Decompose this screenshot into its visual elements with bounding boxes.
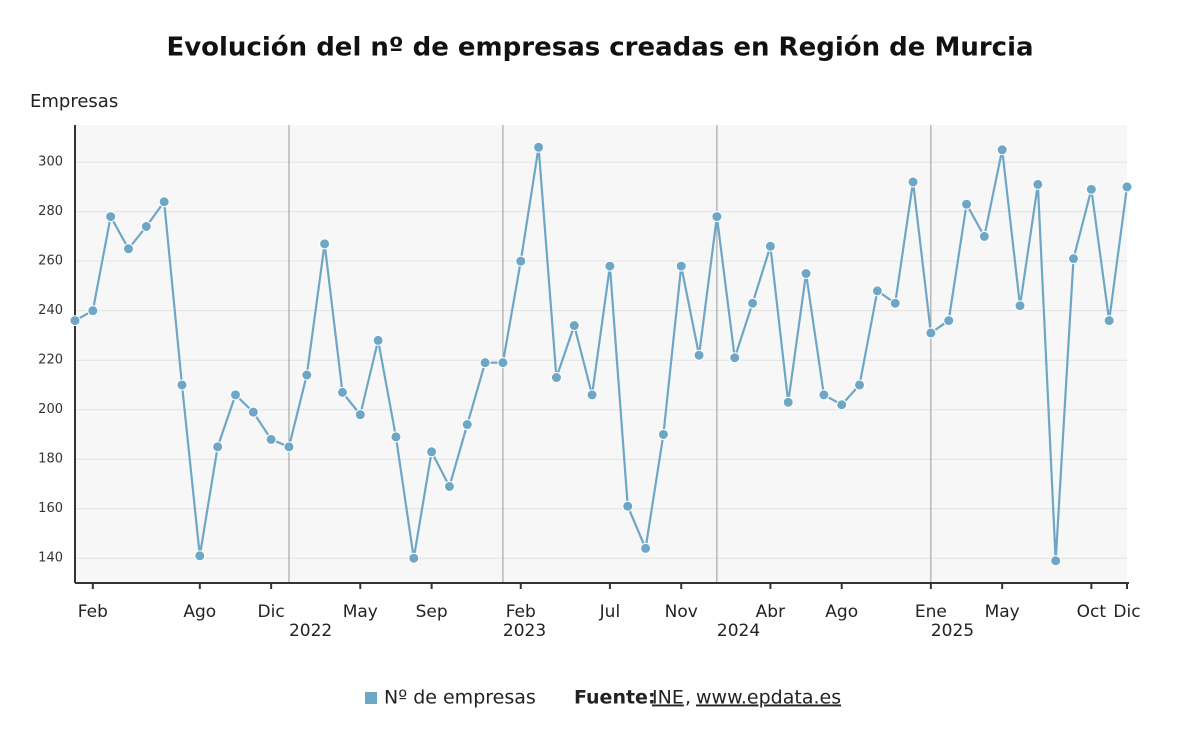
data-point bbox=[336, 386, 348, 398]
data-point bbox=[764, 240, 776, 252]
x-year-label: 2025 bbox=[931, 621, 974, 641]
data-point bbox=[176, 379, 188, 391]
data-point bbox=[283, 441, 295, 453]
data-point bbox=[533, 141, 545, 153]
data-point bbox=[604, 260, 616, 272]
x-year-label: 2022 bbox=[289, 621, 332, 641]
data-point bbox=[479, 357, 491, 369]
data-point bbox=[1068, 253, 1080, 265]
data-point bbox=[854, 379, 866, 391]
data-point bbox=[461, 419, 473, 431]
data-point bbox=[622, 500, 634, 512]
plot-area bbox=[75, 125, 1127, 583]
y-tick-label: 220 bbox=[38, 353, 63, 368]
data-point bbox=[122, 243, 134, 255]
data-point bbox=[550, 372, 562, 384]
data-point bbox=[996, 144, 1008, 156]
y-tick-label: 140 bbox=[38, 551, 63, 566]
y-tick-label: 260 bbox=[38, 254, 63, 269]
data-point bbox=[1050, 555, 1062, 567]
data-point bbox=[907, 176, 919, 188]
legend-label: Nº de empresas bbox=[384, 687, 536, 709]
data-point bbox=[729, 352, 741, 364]
data-point bbox=[1121, 181, 1133, 193]
data-point bbox=[194, 550, 206, 562]
data-point bbox=[69, 315, 81, 327]
data-point bbox=[693, 349, 705, 361]
data-point bbox=[1103, 315, 1115, 327]
data-point bbox=[961, 198, 973, 210]
data-point bbox=[426, 446, 438, 458]
y-tick-label: 160 bbox=[38, 501, 63, 516]
x-tick-label: Feb bbox=[78, 602, 108, 622]
data-point bbox=[497, 357, 509, 369]
data-point bbox=[925, 327, 937, 339]
y-tick-label: 180 bbox=[38, 452, 63, 467]
data-point bbox=[586, 389, 598, 401]
source-separator: , bbox=[685, 687, 691, 709]
data-point bbox=[1032, 178, 1044, 190]
data-point bbox=[372, 334, 384, 346]
x-year-label: 2024 bbox=[717, 621, 760, 641]
data-point bbox=[229, 389, 241, 401]
y-tick-label: 300 bbox=[38, 155, 63, 170]
chart-title: Evolución del nº de empresas creadas en … bbox=[166, 33, 1033, 63]
data-point bbox=[247, 406, 259, 418]
x-tick-label: Nov bbox=[665, 602, 698, 622]
data-point bbox=[711, 211, 723, 223]
data-point bbox=[889, 297, 901, 309]
x-tick-label: Abr bbox=[756, 602, 785, 622]
data-point bbox=[978, 230, 990, 242]
x-tick-label: Sep bbox=[416, 602, 448, 622]
x-tick-label: Ene bbox=[915, 602, 947, 622]
data-point bbox=[319, 238, 331, 250]
data-point bbox=[301, 369, 313, 381]
x-tick-label: Ago bbox=[825, 602, 858, 622]
data-point bbox=[943, 315, 955, 327]
data-point bbox=[640, 542, 652, 554]
data-point bbox=[265, 433, 277, 445]
x-tick-label: May bbox=[985, 602, 1020, 622]
data-point bbox=[105, 211, 117, 223]
x-tick-label: Dic bbox=[258, 602, 285, 622]
x-tick-label: Ago bbox=[183, 602, 216, 622]
legend: Nº de empresas Fuente: INE , www.epdata.… bbox=[365, 687, 841, 709]
data-point bbox=[747, 297, 759, 309]
data-point bbox=[836, 399, 848, 411]
x-year-label: 2023 bbox=[503, 621, 546, 641]
source-link[interactable]: www.epdata.es bbox=[696, 687, 841, 709]
data-point bbox=[443, 480, 455, 492]
data-point bbox=[390, 431, 402, 443]
data-point bbox=[140, 221, 152, 233]
data-point bbox=[782, 396, 794, 408]
data-point bbox=[800, 268, 812, 280]
source-label: Fuente: bbox=[574, 687, 656, 709]
data-point bbox=[87, 305, 99, 317]
legend-swatch bbox=[365, 692, 377, 704]
y-tick-label: 240 bbox=[38, 303, 63, 318]
x-tick-label: Feb bbox=[506, 602, 536, 622]
data-point bbox=[158, 196, 170, 208]
y-tick-label: 200 bbox=[38, 402, 63, 417]
data-point bbox=[1085, 183, 1097, 195]
data-point bbox=[212, 441, 224, 453]
data-point bbox=[408, 552, 420, 564]
y-axis-label: Empresas bbox=[30, 91, 118, 112]
x-tick-label: Jul bbox=[599, 602, 621, 622]
data-point bbox=[1014, 300, 1026, 312]
data-point bbox=[675, 260, 687, 272]
data-point bbox=[657, 428, 669, 440]
x-tick-label: Oct bbox=[1077, 602, 1107, 622]
data-point bbox=[871, 285, 883, 297]
x-tick-label: Dic bbox=[1113, 602, 1140, 622]
source-link[interactable]: INE bbox=[652, 687, 684, 709]
y-tick-label: 280 bbox=[38, 204, 63, 219]
data-point bbox=[568, 320, 580, 332]
data-point bbox=[354, 409, 366, 421]
x-tick-label: May bbox=[343, 602, 378, 622]
data-point bbox=[515, 255, 527, 267]
data-point bbox=[818, 389, 830, 401]
